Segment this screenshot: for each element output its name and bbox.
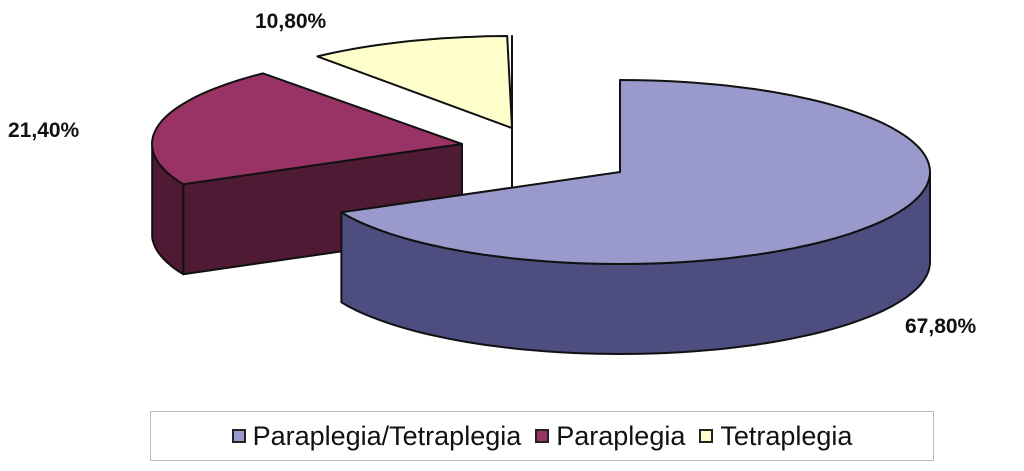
pie-chart: 67,80% 21,40% 10,80% — [8, 10, 977, 355]
legend-label: Tetraplegia — [720, 420, 853, 451]
slice-paraplegia — [151, 72, 463, 186]
legend-label: Paraplegia/Tetraplegia — [252, 420, 522, 451]
legend-item-tetraplegia: Tetraplegia — [699, 421, 852, 452]
legend-item-paraplegia-tetraplegia: Paraplegia/Tetraplegia — [231, 420, 522, 452]
data-label-tetraplegia: 10,80% — [255, 10, 327, 33]
legend-swatch — [231, 429, 246, 443]
legend-label: Paraplegia — [556, 420, 686, 451]
legend: Paraplegia/Tetraplegia Paraplegia Tetrap… — [150, 411, 934, 461]
data-label-paraplegia: 21,40% — [8, 119, 80, 142]
legend-swatch — [535, 429, 550, 443]
slice-tetraplegia — [316, 35, 513, 129]
slice-paraplegia-tetraplegia — [340, 79, 931, 265]
legend-item-paraplegia: Paraplegia — [535, 421, 685, 452]
data-label-paraplegia-tetraplegia: 67,80% — [905, 315, 977, 338]
legend-swatch — [699, 429, 714, 443]
